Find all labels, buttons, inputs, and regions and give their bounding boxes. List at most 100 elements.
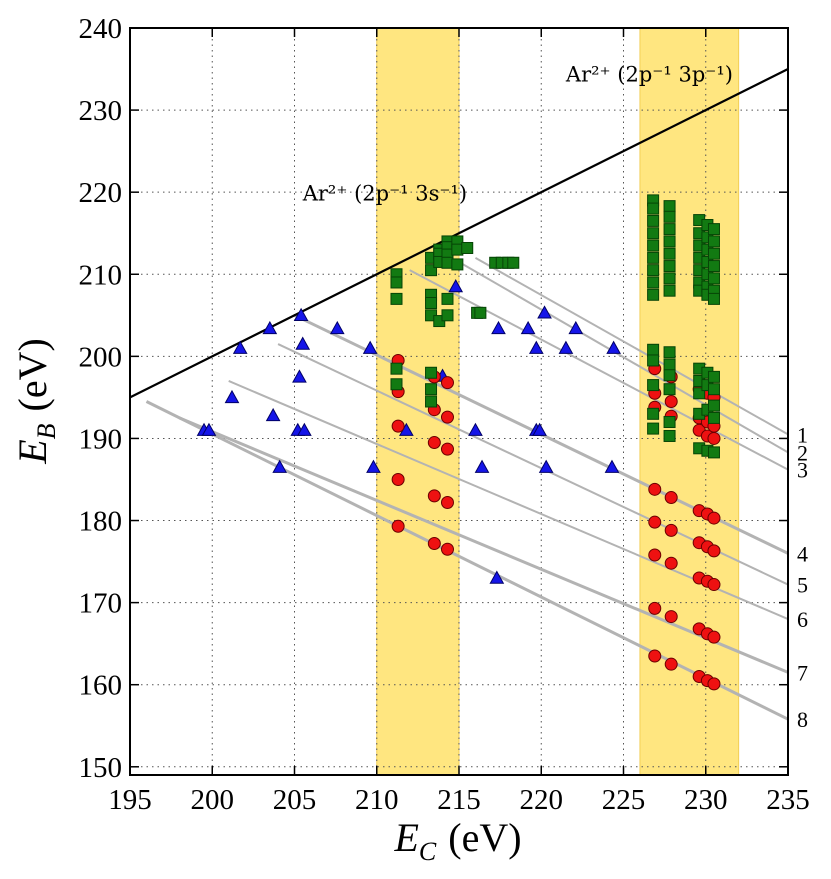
triangle-point xyxy=(366,459,381,473)
triangle-point xyxy=(558,340,574,354)
circle-point xyxy=(391,472,405,486)
energy-line-label-3: 3 xyxy=(797,458,808,483)
ar-3s-label: Ar²⁺ (2p⁻¹ 3s⁻¹) xyxy=(302,181,467,205)
circle-point xyxy=(707,630,721,644)
y-tick-label: 230 xyxy=(79,95,123,127)
square-point xyxy=(441,256,454,269)
annotations: Ar²⁺ (2p⁻¹ 3s⁻¹) Ar²⁺ (2p⁻¹ 3p⁻¹) xyxy=(302,62,733,205)
triangle-point xyxy=(568,320,584,335)
y-tick-label: 220 xyxy=(79,177,123,209)
triangle-point xyxy=(606,340,621,354)
circle-point xyxy=(648,548,662,562)
circle-point xyxy=(664,523,678,537)
triangle-point xyxy=(329,320,345,335)
x-tick-label: 230 xyxy=(684,784,728,816)
square-point xyxy=(647,288,660,301)
energy-line-label-1: 1 xyxy=(797,422,808,447)
square-point xyxy=(663,383,676,396)
square-point xyxy=(461,241,474,254)
triangle-point xyxy=(491,320,506,335)
square-point xyxy=(707,272,720,285)
square-point xyxy=(707,247,720,260)
square-point xyxy=(647,264,660,277)
square-point xyxy=(474,306,487,319)
x-tick-label: 210 xyxy=(355,784,399,816)
circle-point xyxy=(648,482,662,496)
energy-line-8 xyxy=(145,400,789,721)
y-tick-label: 170 xyxy=(79,588,123,620)
x-tick-label: 205 xyxy=(273,784,317,816)
energy-line-label-5: 5 xyxy=(797,573,808,598)
circle-point xyxy=(664,491,678,505)
energy-line-label-8: 8 xyxy=(797,707,808,732)
square-point xyxy=(663,416,676,429)
square-point xyxy=(441,309,454,322)
square-point xyxy=(390,292,403,305)
square-point xyxy=(425,383,438,396)
square-point xyxy=(647,343,660,356)
circle-point xyxy=(427,537,441,551)
square-point xyxy=(707,399,720,412)
data-points xyxy=(196,194,721,691)
square-point xyxy=(707,446,720,459)
square-point xyxy=(663,346,676,359)
triangle-point xyxy=(468,422,483,436)
triangle-point xyxy=(232,340,248,354)
triangle-point xyxy=(201,422,217,436)
x-tick-label: 215 xyxy=(437,784,481,816)
highlight-band-1 xyxy=(376,27,460,776)
highlight-bands xyxy=(376,27,740,776)
energy-line-label-6: 6 xyxy=(797,607,808,632)
y-tick-label: 200 xyxy=(79,341,123,373)
square-point xyxy=(663,369,676,382)
circle-point xyxy=(707,677,721,691)
y-tick-label: 240 xyxy=(79,13,123,45)
square-point xyxy=(663,200,676,213)
square-point xyxy=(647,239,660,252)
square-point xyxy=(663,358,676,371)
square-point xyxy=(663,235,676,248)
circle-point xyxy=(664,657,678,671)
circle-point xyxy=(664,395,678,408)
square-point xyxy=(707,370,720,383)
square-point xyxy=(425,366,438,379)
circle-point xyxy=(440,542,454,556)
square-point xyxy=(647,251,660,264)
square-point xyxy=(647,422,660,435)
square-point xyxy=(663,429,676,442)
square-point xyxy=(647,276,660,289)
square-point xyxy=(390,378,403,391)
circle-point xyxy=(707,578,721,592)
circle-point xyxy=(648,601,662,615)
square-point xyxy=(663,272,676,285)
ar-3p-label: Ar²⁺ (2p⁻¹ 3p⁻¹) xyxy=(565,62,733,86)
square-point xyxy=(663,247,676,260)
triangle-point xyxy=(265,407,281,422)
triangle-point xyxy=(224,389,240,404)
energy-line-7 xyxy=(178,416,789,674)
square-point xyxy=(647,227,660,240)
square-point xyxy=(663,223,676,236)
circle-point xyxy=(664,610,678,624)
square-point xyxy=(693,387,706,400)
circle-point xyxy=(391,519,405,533)
triangle-point xyxy=(489,570,505,584)
square-point xyxy=(707,223,720,236)
circle-point xyxy=(707,431,721,445)
x-axis-title: EC (eV) xyxy=(393,815,521,866)
y-tick-label: 210 xyxy=(79,259,123,291)
y-axis-title: EB(eV) xyxy=(10,338,61,465)
triangle-point xyxy=(538,459,554,473)
y-tick-label: 190 xyxy=(79,423,123,455)
y-tick-label: 160 xyxy=(79,670,123,702)
triangle-point xyxy=(262,320,278,335)
axis-ticks: 195 200 205 210 215 220 225 230 2351501601701801… xyxy=(79,13,810,816)
x-tick-label: 225 xyxy=(602,784,646,816)
triangle-point xyxy=(448,279,464,293)
square-point xyxy=(451,258,464,271)
triangle-point xyxy=(297,422,312,436)
circle-point xyxy=(440,495,454,509)
circle-point xyxy=(440,410,454,424)
triangle-point xyxy=(293,307,309,322)
circle-point xyxy=(664,556,678,570)
